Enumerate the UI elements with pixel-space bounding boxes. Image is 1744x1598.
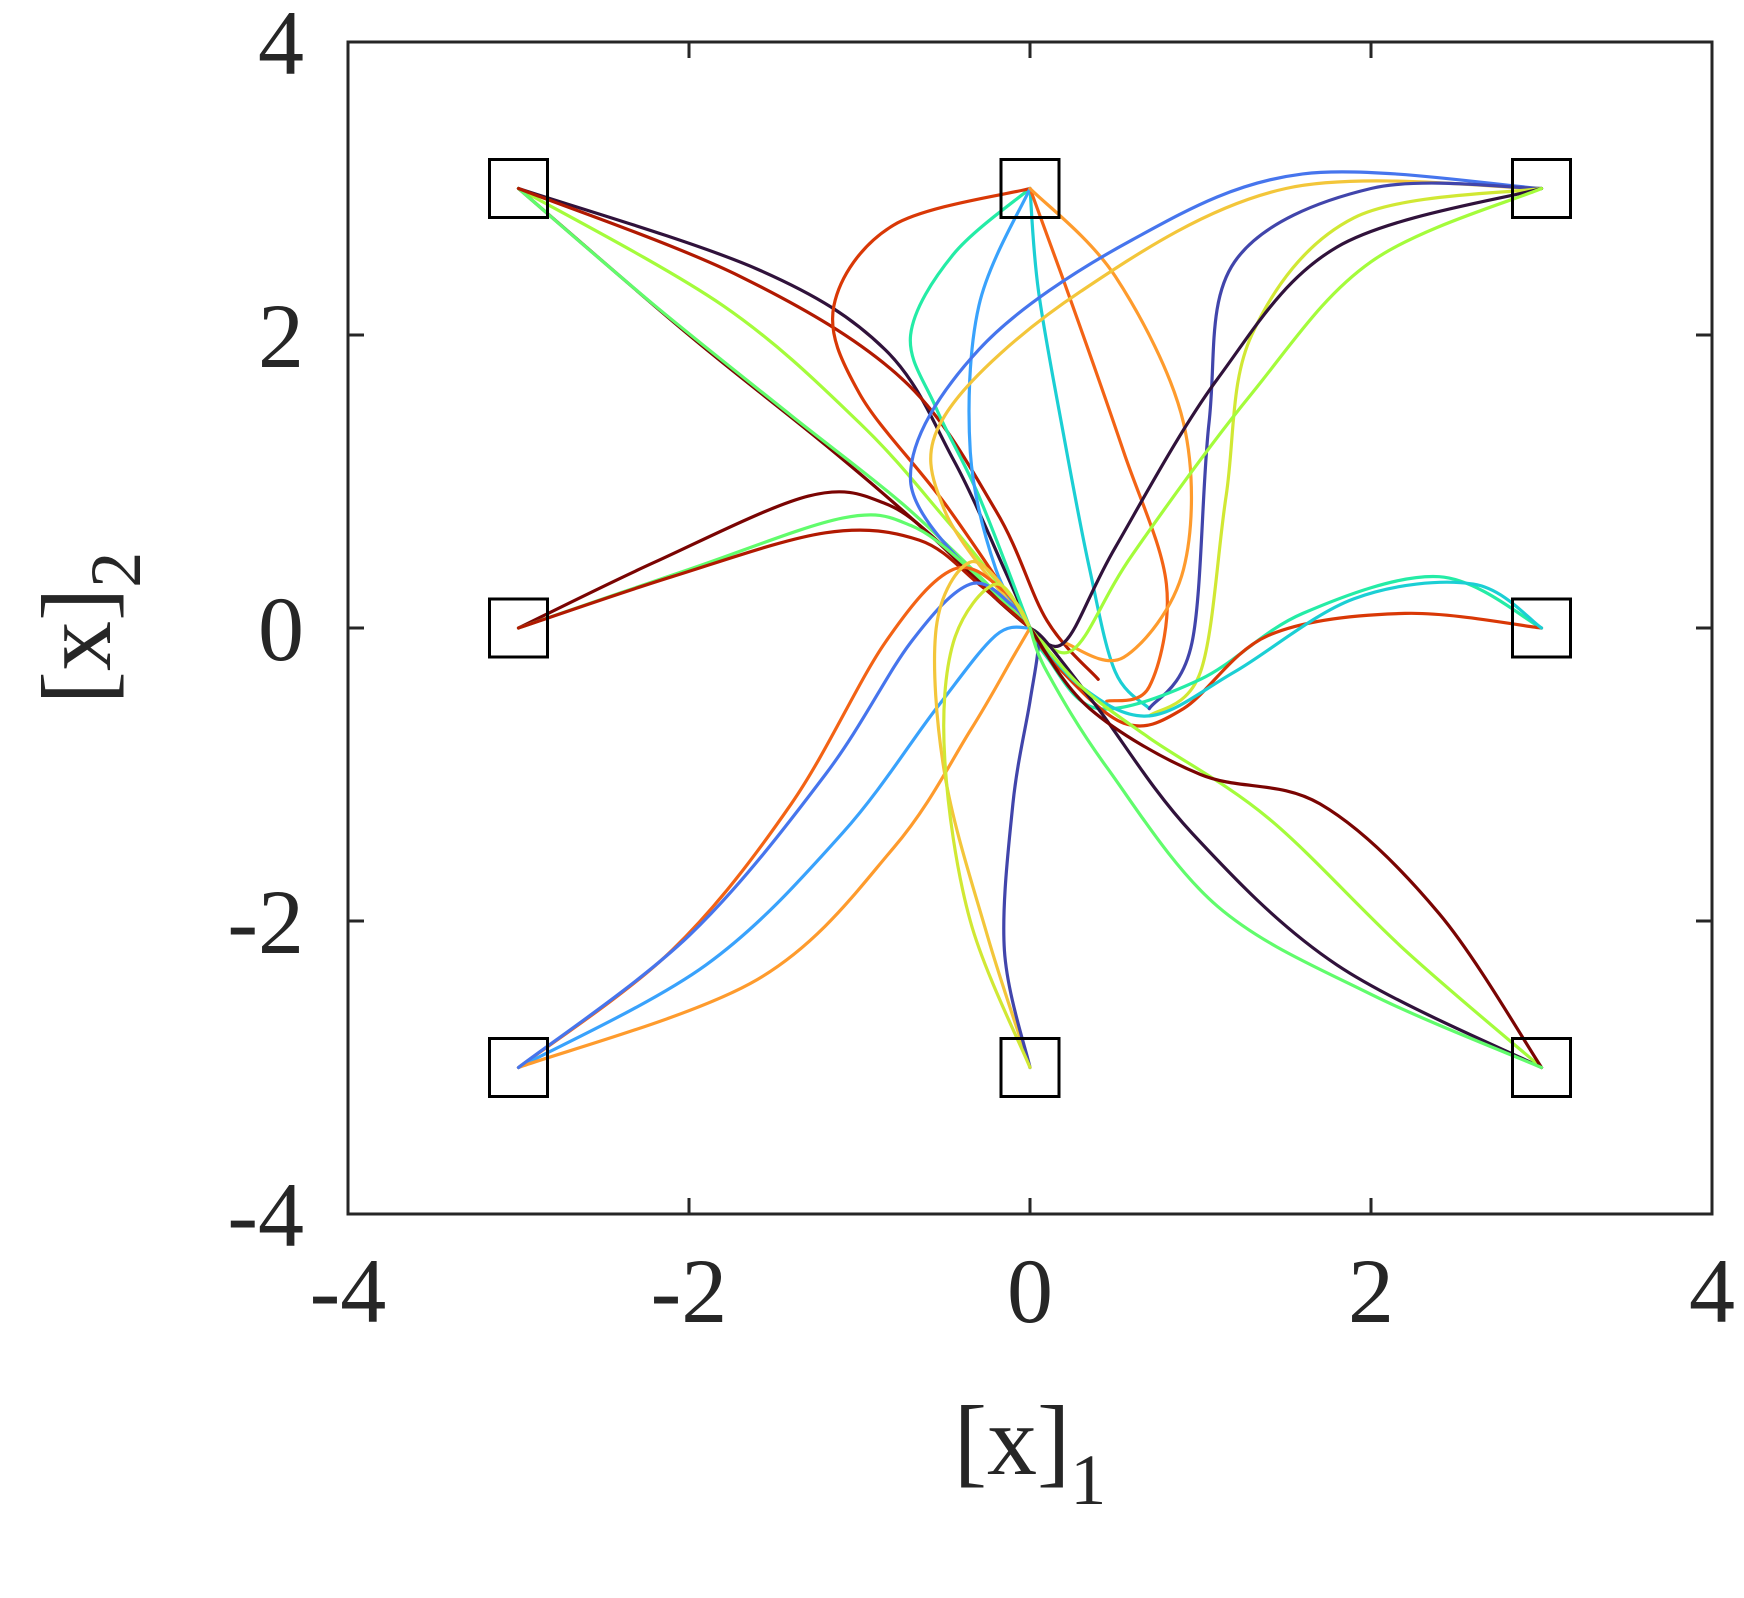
x-axis-label-main: [x] [954,1385,1071,1496]
y-tick-label: -4 [227,1164,304,1266]
trajectory-line-30 [942,582,1032,1070]
trajectory-lines [516,170,1544,1070]
trajectory-line-12 [908,170,1544,601]
y-tick-label: 4 [258,0,304,94]
trajectory-line-27 [516,581,1032,1070]
trajectory-line-31 [1028,626,1544,1070]
y-tick-label: -2 [227,871,304,973]
trajectory-line-14 [1147,181,1544,711]
start-marker-2 [999,158,1061,219]
start-marker-5 [1511,597,1572,659]
trajectory-line-13 [929,179,1544,630]
start-marker-8 [1511,1037,1572,1098]
x-axis-label: [x]1 [954,1385,1107,1520]
trajectory-line-25 [516,625,1032,1070]
start-marker-1 [488,158,549,219]
trajectory-line-33 [1028,626,1544,1070]
start-marker-4 [488,597,549,659]
trajectory-line-15 [1147,186,1544,718]
trajectory-line-16 [1028,186,1544,648]
x-tick-label: -2 [651,1240,728,1342]
trajectory-line-8 [1028,186,1151,711]
trajectory-line-17 [1028,186,1544,655]
y-axis-label-main: [x] [21,588,132,705]
start-marker-6 [488,1037,549,1098]
trajectory-line-10 [967,186,1032,630]
y-axis-label-subscript: 2 [76,552,156,588]
y-tick-label: 0 [258,578,304,680]
y-axis-label: [x]2 [21,552,156,705]
trajectory-line-11 [1028,186,1194,663]
trajectory-line-34 [1028,626,1544,1070]
trajectory-line-5 [516,186,1100,681]
start-marker-3 [1511,158,1572,219]
x-tick-label: -4 [310,1240,387,1342]
start-markers [488,158,1572,1098]
x-tick-label: 4 [1689,1240,1735,1342]
x-axis-label-subscript: 1 [1070,1440,1106,1520]
trajectory-line-32 [1028,626,1544,1070]
axis-ticks: -4 -2 0 2 4 -4 -2 0 2 4 [227,0,1735,1342]
trajectory-line-9 [1028,186,1169,703]
trajectory-line-1 [516,186,1032,630]
y-tick-label: 2 [258,285,304,387]
trajectory-line-26 [516,626,1032,1070]
trajectory-line-7 [830,186,1032,630]
start-marker-7 [999,1037,1061,1098]
x-tick-label: 2 [1348,1240,1394,1342]
trajectory-line-6 [908,186,1032,630]
x-tick-label: 0 [1007,1240,1053,1342]
